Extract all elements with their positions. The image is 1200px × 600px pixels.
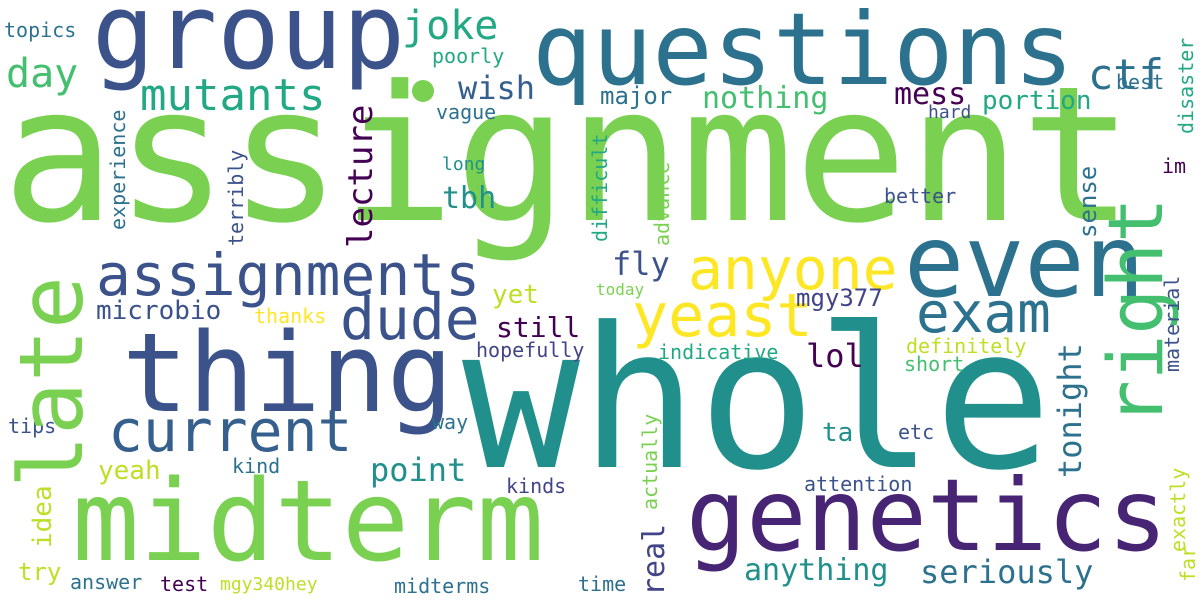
- word-mgy340hey: mgy340hey: [220, 574, 318, 595]
- word-difficult: difficult: [588, 133, 612, 242]
- word-attention: attention: [804, 472, 913, 496]
- word-material: material: [1160, 275, 1184, 372]
- word-whole: whole: [462, 286, 1053, 514]
- word-indicative: indicative: [658, 340, 779, 364]
- word-mutants: mutants: [140, 70, 326, 121]
- word-mgy377: mgy377: [796, 284, 883, 312]
- word-kinds: kinds: [506, 474, 567, 498]
- word-nothing: nothing: [702, 81, 829, 116]
- word-questions: questions: [532, 0, 1074, 108]
- word-thanks: thanks: [254, 304, 327, 328]
- word-dude: dude: [340, 285, 480, 353]
- word-midterms: midterms: [394, 574, 491, 598]
- word-hard: hard: [928, 102, 972, 123]
- word-portion: portion: [982, 86, 1092, 116]
- word-anything: anything: [744, 553, 889, 588]
- word-better: better: [884, 184, 957, 208]
- word-advance: advance: [650, 161, 674, 246]
- word-way: way: [432, 410, 469, 434]
- word-definitely: definitely: [906, 334, 1027, 358]
- word-real: real: [637, 523, 672, 596]
- word-still: still: [496, 311, 581, 344]
- word-group: group: [92, 0, 406, 93]
- word-im: im: [1162, 154, 1187, 178]
- word-yeast: yeast: [632, 281, 813, 351]
- word-far: far: [1176, 545, 1200, 582]
- word-anyone: anyone: [688, 235, 898, 303]
- word-time: time: [578, 572, 627, 596]
- word-major: major: [600, 82, 673, 110]
- word-current: current: [108, 397, 353, 465]
- word-ctf: ctf: [1088, 50, 1164, 99]
- word-vague: vague: [436, 100, 497, 124]
- word-topics: topics: [4, 18, 77, 42]
- word-disaster: disaster: [1174, 37, 1198, 134]
- word-point: point: [370, 451, 467, 489]
- dot-mark: [412, 80, 434, 102]
- word-best: best: [1116, 70, 1165, 94]
- word-poorly: poorly: [432, 44, 505, 68]
- word-wish: wish: [458, 69, 536, 107]
- word-try: try: [18, 558, 62, 586]
- word-tbh: tbh: [442, 181, 497, 216]
- word-yet: yet: [492, 280, 539, 310]
- word-assignments: assignments: [96, 241, 481, 309]
- word-experience: experience: [106, 109, 130, 230]
- word-exam: exam: [916, 281, 1051, 346]
- word-fly: fly: [612, 245, 670, 283]
- word-assignment: assignment: [2, 46, 1134, 265]
- word-kind: kind: [232, 454, 281, 478]
- word-today: today: [596, 280, 645, 299]
- word-sense: sense: [1074, 165, 1102, 238]
- word-mess: mess: [894, 77, 967, 112]
- word-microbio: microbio: [96, 296, 222, 326]
- word-tonight: tonight: [1051, 343, 1089, 478]
- word-exactly: exactly: [1166, 467, 1190, 552]
- word-joke: joke: [402, 3, 499, 49]
- word-etc: etc: [898, 420, 935, 444]
- word-day: day: [6, 51, 79, 97]
- word-lecture: lecture: [341, 104, 381, 248]
- word-genetics: genetics: [686, 457, 1168, 574]
- word-thing: thing: [122, 309, 454, 437]
- word-yeah: yeah: [98, 456, 161, 486]
- word-lol: lol: [806, 337, 864, 375]
- word-terribly: terribly: [224, 149, 248, 246]
- word-seriously: seriously: [920, 553, 1094, 591]
- word-even: even: [904, 203, 1145, 320]
- word-idea: idea: [28, 485, 58, 548]
- word-midterm: midterm: [72, 457, 545, 587]
- word-test: test: [160, 572, 209, 596]
- word-answer: answer: [70, 570, 143, 594]
- word-late: late: [0, 276, 103, 488]
- word-tips: tips: [8, 414, 57, 438]
- word-short: short: [904, 352, 965, 376]
- word-long: long: [442, 154, 486, 175]
- word-ta: ta: [822, 418, 854, 448]
- word-hopefully: hopefully: [476, 338, 585, 362]
- word-actually: actually: [638, 413, 662, 510]
